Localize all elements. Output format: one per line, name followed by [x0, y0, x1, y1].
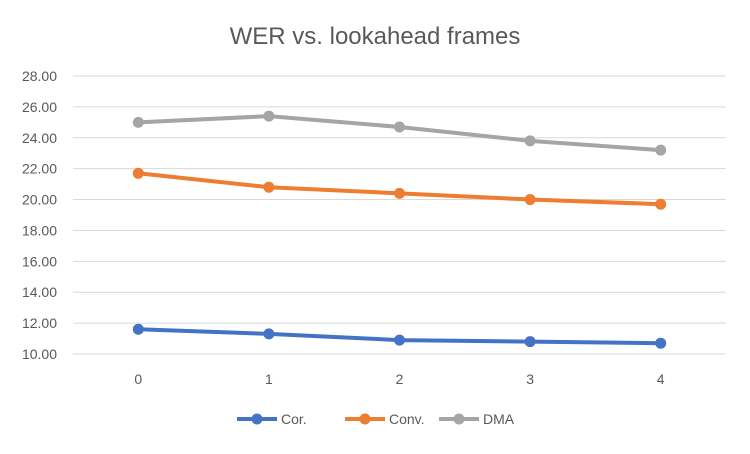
y-tick-label: 24.00: [22, 130, 57, 146]
legend-label: Cor.: [281, 411, 307, 427]
gridlines: [73, 75, 726, 355]
y-tick-label: 10.00: [22, 346, 57, 362]
data-point: [524, 336, 536, 348]
data-point: [263, 181, 275, 193]
legend-swatch-marker: [359, 413, 371, 425]
series-dma: [132, 110, 667, 156]
series-conv: [132, 167, 667, 210]
x-axis-tick-labels: 0 1 2 3 4: [134, 371, 664, 387]
data-point: [655, 198, 667, 210]
x-tick-label: 3: [526, 371, 534, 387]
legend-swatch-marker: [251, 413, 263, 425]
legend: Cor. Conv. DMA: [237, 411, 515, 427]
legend-item: Conv.: [345, 411, 425, 427]
y-axis-tick-labels: 10.00 12.00 14.00 16.00 18.00 20.00 22.00 24.00…: [22, 68, 57, 362]
legend-item: Cor.: [237, 411, 307, 427]
legend-label: DMA: [483, 411, 515, 427]
data-point: [263, 110, 275, 122]
y-tick-label: 12.00: [22, 315, 57, 331]
y-tick-label: 22.00: [22, 161, 57, 177]
y-tick-label: 20.00: [22, 192, 57, 208]
chart-title: WER vs. lookahead frames: [230, 23, 521, 50]
legend-swatch-marker: [453, 413, 465, 425]
data-point: [132, 323, 144, 335]
y-tick-label: 14.00: [22, 284, 57, 300]
x-tick-label: 4: [657, 371, 665, 387]
data-point: [655, 144, 667, 156]
x-tick-label: 0: [134, 371, 142, 387]
data-point: [524, 194, 536, 206]
data-point: [394, 334, 405, 346]
series-line: [136, 114, 663, 153]
x-tick-label: 2: [396, 371, 404, 387]
y-tick-label: 26.00: [22, 99, 57, 115]
y-tick-label: 16.00: [22, 253, 57, 269]
data-point: [263, 328, 275, 340]
data-point: [655, 337, 667, 349]
legend-label: Conv.: [389, 411, 425, 427]
data-point: [524, 135, 536, 147]
data-point: [132, 167, 144, 179]
x-tick-label: 1: [265, 371, 273, 387]
series-lines: [132, 110, 667, 349]
y-tick-label: 18.00: [22, 222, 57, 238]
y-tick-label: 28.00: [22, 68, 57, 84]
series-cor: [132, 323, 667, 349]
data-point: [132, 116, 144, 128]
data-point: [394, 187, 405, 199]
data-point: [394, 121, 405, 133]
legend-item: DMA: [439, 411, 515, 427]
